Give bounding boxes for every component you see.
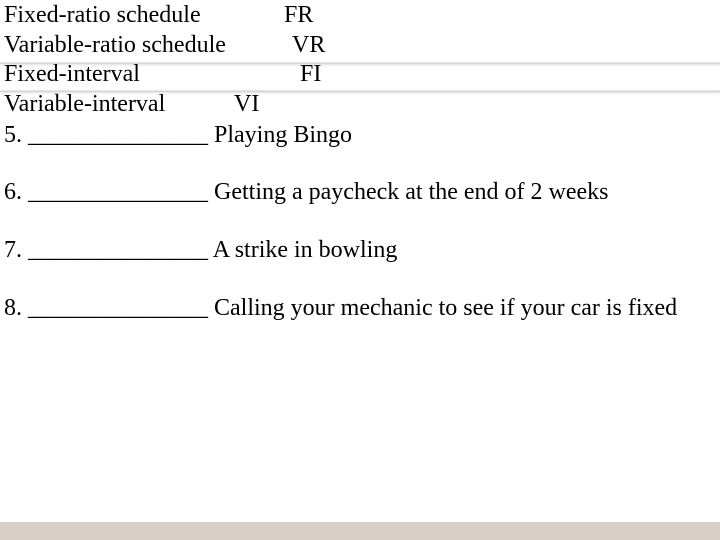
schedule-abbr: VI [234, 91, 716, 118]
divider-line [0, 62, 720, 64]
question-number: 5. [4, 122, 22, 148]
schedule-row: Variable-interval VI [4, 91, 716, 118]
question-text: Getting a paycheck at the end of 2 weeks [214, 179, 609, 205]
schedule-name: Variable-interval [4, 91, 234, 118]
question-text: Calling your mechanic to see if your car… [214, 295, 677, 321]
question-item: 5. _______________ Playing Bingo [4, 122, 716, 150]
question-blank: _______________ [28, 295, 208, 321]
schedule-row: Fixed-interval FI [4, 61, 716, 89]
schedule-name: Variable-ratio schedule [4, 32, 284, 60]
question-item: 6. _______________ Getting a paycheck at… [4, 179, 716, 207]
question-item: 7. _______________ A strike in bowling [4, 237, 716, 265]
schedule-abbr: VR [284, 32, 716, 60]
question-number: 7. [4, 237, 22, 263]
spacer [4, 265, 716, 291]
question-item: 8. _______________ Calling your mechanic… [4, 295, 716, 323]
question-blank: _______________ [28, 122, 208, 148]
slide-content: Fixed-ratio schedule FR Variable-ratio s… [0, 0, 720, 540]
schedule-abbr: FI [284, 61, 716, 89]
question-text: A strike in bowling [213, 237, 398, 263]
question-number: 6. [4, 179, 22, 205]
bottom-border-bar [0, 522, 720, 540]
question-number: 8. [4, 295, 22, 321]
schedule-row: Fixed-ratio schedule FR [4, 2, 716, 30]
question-blank: _______________ [28, 179, 208, 205]
spacer [4, 149, 716, 175]
schedule-name: Fixed-ratio schedule [4, 2, 284, 30]
schedule-abbr: FR [284, 2, 716, 30]
question-text: Playing Bingo [214, 122, 352, 148]
spacer [4, 207, 716, 233]
divider-line [0, 90, 720, 92]
question-blank: _______________ [28, 237, 208, 263]
schedule-name: Fixed-interval [4, 61, 284, 89]
schedule-row: Variable-ratio schedule VR [4, 32, 716, 60]
